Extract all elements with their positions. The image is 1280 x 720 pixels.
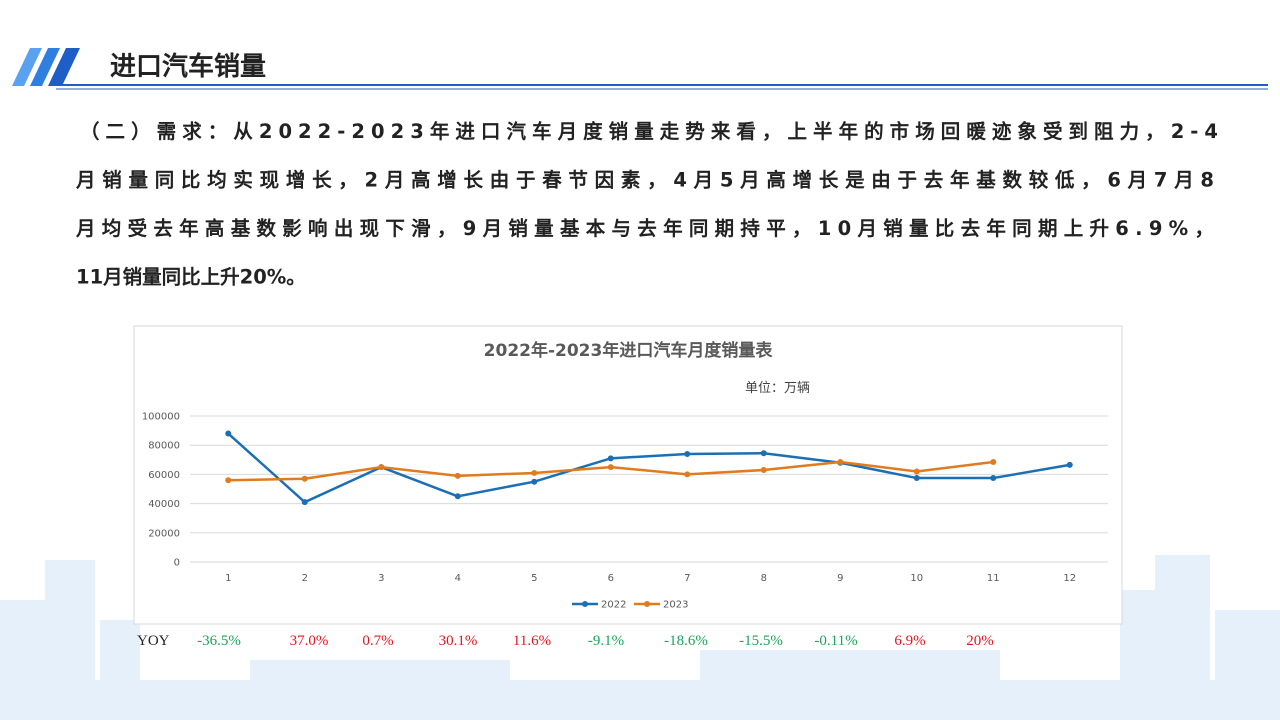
yoy-value: 20% [966,633,994,649]
yoy-value: 0.7% [362,633,393,649]
x-tick-label: 7 [684,573,690,584]
point [990,475,997,482]
point [301,499,308,506]
point [684,450,691,457]
x-tick-label: 8 [761,573,767,584]
point [225,477,232,484]
point [607,464,614,471]
yoy-value: 6.9% [894,633,925,649]
legend-marker [582,601,588,607]
yoy-value: 11.6% [513,633,551,649]
yoy-label: YOY [137,633,170,649]
point [454,472,461,479]
header-title: 进口汽车销量 [110,51,266,82]
point [378,464,385,471]
y-tick-label: 60000 [148,470,180,481]
point [1066,461,1073,468]
yoy-value: -36.5% [197,633,241,649]
y-tick-label: 20000 [148,528,180,539]
legend-marker [644,601,650,607]
x-tick-label: 5 [531,573,537,584]
legend-label: 2022 [601,600,626,611]
point [990,458,997,465]
point [607,455,614,462]
paragraph-line: 11月销量同比上升20%。 [76,266,306,289]
point [837,458,844,465]
x-tick-label: 9 [837,573,843,584]
point [301,475,308,482]
chart-title: 2022年-2023年进口汽车月度销量表 [484,340,774,361]
yoy-row: YOY -36.5% 37.0% 0.7% 30.1% 11.6% -9.1% -18.6% -… [137,633,994,649]
x-tick-label: 10 [910,573,923,584]
y-tick-label: 0 [174,558,180,569]
point [531,469,538,476]
yoy-value: -18.6% [664,633,708,649]
yoy-value: -9.1% [588,633,624,649]
point [225,430,232,437]
x-tick-label: 11 [987,573,1000,584]
paragraph-line: 月均受去年高基数影响出现下滑，9月销量基本与去年同期持平，10月销量比去年同期上… [75,217,1214,240]
skyline [0,555,1280,720]
y-tick-label: 80000 [148,441,180,452]
header-stripes [12,48,80,86]
point [684,471,691,478]
point [760,450,767,457]
yoy-value: 30.1% [439,633,478,649]
x-tick-label: 2 [302,573,308,584]
y-tick-label: 100000 [142,412,180,423]
yoy-value: 37.0% [290,633,329,649]
yoy-value: -15.5% [739,633,783,649]
point [913,475,920,482]
point [760,467,767,474]
y-tick-label: 40000 [148,499,180,510]
x-tick-label: 12 [1063,573,1076,584]
yoy-value: -0.11% [814,633,857,649]
legend-label: 2023 [663,600,688,611]
point [531,478,538,485]
series-line [227,432,1070,504]
x-tick-label: 4 [455,573,461,584]
chart-frame [133,325,1123,625]
point [454,493,461,500]
x-tick-label: 3 [378,573,384,584]
x-tick-label: 1 [225,573,231,584]
chart-subtitle: 单位：万辆 [745,381,810,396]
paragraph-line: （二）需求：从2022-2023年进口汽车月度销量走势来看，上半年的市场回暖迹象… [80,120,1218,143]
point [913,468,920,475]
x-tick-label: 6 [608,573,614,584]
